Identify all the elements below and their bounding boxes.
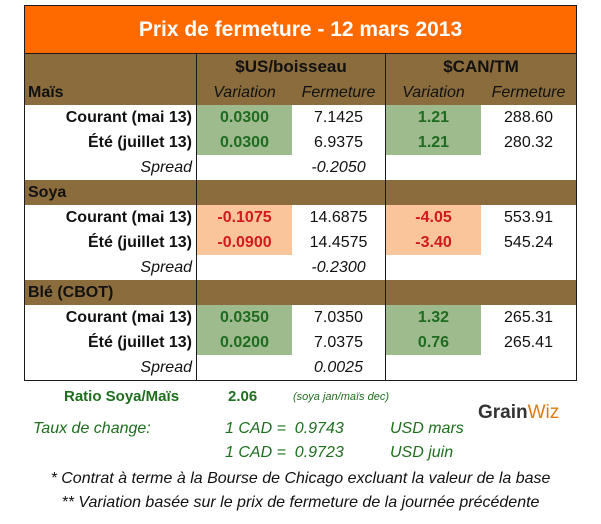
spread-row: Spread 0.0025 bbox=[25, 355, 576, 380]
us-close: 7.0375 bbox=[292, 330, 386, 355]
us-close: 7.0350 bbox=[292, 305, 386, 330]
can-variation: 1.32 bbox=[386, 305, 481, 330]
spread-value: -0.2300 bbox=[292, 255, 386, 280]
empty-cell bbox=[481, 255, 576, 280]
can-close: 288.60 bbox=[504, 108, 553, 126]
spread-label: Spread bbox=[25, 255, 197, 280]
row-label: Courant (mai 13) bbox=[25, 305, 197, 330]
header-can-variation: Variation bbox=[402, 83, 465, 101]
ratio-note: (soya jan/maïs dec) bbox=[293, 391, 389, 403]
table-row: Courant (mai 13) 0.0350 7.0350 1.32 265.… bbox=[25, 305, 576, 330]
can-close: 280.32 bbox=[504, 133, 553, 151]
footnote-2: ** Variation basée sur le prix de fermet… bbox=[61, 494, 540, 511]
empty-cell bbox=[197, 255, 292, 280]
us-variation: -0.0900 bbox=[197, 230, 292, 255]
grainwiz-logo: GrainWiz bbox=[478, 402, 559, 424]
can-close: 545.24 bbox=[504, 233, 553, 251]
section-title-soya: Soya bbox=[25, 180, 197, 205]
header-can-fermeture: Fermeture bbox=[491, 83, 566, 101]
empty-cell bbox=[481, 155, 576, 180]
spread-value: 0.0025 bbox=[292, 355, 386, 380]
section-band-soya: Soya bbox=[25, 180, 576, 205]
us-variation: -0.1075 bbox=[197, 205, 292, 230]
section-band-ble: Blé (CBOT) bbox=[25, 280, 576, 305]
empty-cell bbox=[197, 155, 292, 180]
table-row: Courant (mai 13) 0.0300 7.1425 1.21 288.… bbox=[25, 105, 576, 130]
us-variation: 0.0300 bbox=[197, 105, 292, 130]
band-cell bbox=[197, 280, 386, 305]
us-close: 7.1425 bbox=[292, 105, 386, 130]
band-cell bbox=[386, 280, 576, 305]
empty-cell bbox=[386, 255, 481, 280]
spread-row: Spread -0.2050 bbox=[25, 155, 576, 180]
row-label: Courant (mai 13) bbox=[25, 105, 197, 130]
empty-cell bbox=[481, 355, 576, 380]
can-variation: 1.21 bbox=[386, 130, 481, 155]
row-label: Été (juillet 13) bbox=[25, 130, 197, 155]
header-us-fermeture: Fermeture bbox=[292, 80, 386, 105]
us-close: 14.6875 bbox=[292, 205, 386, 230]
header-us-group: $US/boisseau bbox=[197, 54, 386, 80]
can-close: 265.41 bbox=[504, 333, 553, 351]
can-variation: -4.05 bbox=[386, 205, 481, 230]
exchange-rate-1: 1 CAD = 0.9743 bbox=[225, 420, 344, 437]
header-group-row: $US/boisseau $CAN/TM bbox=[25, 54, 576, 80]
ratio-value: 2.06 bbox=[228, 388, 258, 405]
price-table: Prix de fermeture - 12 mars 2013 $US/boi… bbox=[24, 5, 577, 381]
spread-label: Spread bbox=[25, 155, 197, 180]
band-cell bbox=[386, 180, 576, 205]
can-variation: 0.76 bbox=[386, 330, 481, 355]
band-cell bbox=[197, 180, 386, 205]
logo-text-wiz: Wiz bbox=[527, 402, 560, 423]
us-variation: 0.0300 bbox=[197, 130, 292, 155]
us-close: 14.4575 bbox=[292, 230, 386, 255]
row-label: Été (juillet 13) bbox=[25, 230, 197, 255]
row-label: Courant (mai 13) bbox=[25, 205, 197, 230]
exchange-unit-1: USD mars bbox=[390, 420, 464, 437]
can-variation: -3.40 bbox=[386, 230, 481, 255]
empty-cell bbox=[386, 355, 481, 380]
us-variation: 0.0350 bbox=[197, 305, 292, 330]
empty-cell bbox=[386, 155, 481, 180]
us-variation: 0.0200 bbox=[197, 330, 292, 355]
spread-label: Spread bbox=[25, 355, 197, 380]
can-variation: 1.21 bbox=[386, 105, 481, 130]
logo-text-grain: Grain bbox=[478, 402, 528, 423]
can-close: 553.91 bbox=[504, 208, 553, 226]
header-us-variation: Variation bbox=[213, 83, 276, 101]
can-close: 265.31 bbox=[504, 308, 553, 326]
empty-cell bbox=[197, 355, 292, 380]
table-title: Prix de fermeture - 12 mars 2013 bbox=[25, 6, 576, 54]
ratio-label: Ratio Soya/Maïs bbox=[64, 388, 180, 405]
table-row: Été (juillet 13) 0.0300 6.9375 1.21 280.… bbox=[25, 130, 576, 155]
table-row: Été (juillet 13) 0.0200 7.0375 0.76 265.… bbox=[25, 330, 576, 355]
footnote-1: * Contrat à terme à la Bourse de Chicago… bbox=[50, 470, 551, 487]
exchange-unit-2: USD juin bbox=[390, 444, 454, 461]
header-can-group: $CAN/TM bbox=[443, 57, 519, 76]
exchange-rate-2: 1 CAD = 0.9723 bbox=[225, 444, 344, 461]
spread-value: -0.2050 bbox=[292, 155, 386, 180]
spread-row: Spread -0.2300 bbox=[25, 255, 576, 280]
section-title-mais: Maïs bbox=[25, 80, 197, 105]
exchange-label: Taux de change: bbox=[33, 420, 151, 437]
table-row: Été (juillet 13) -0.0900 14.4575 -3.40 5… bbox=[25, 230, 576, 255]
section-title-ble: Blé (CBOT) bbox=[25, 280, 197, 305]
header-sub-row: Maïs Variation Fermeture Variation Ferme… bbox=[25, 80, 576, 105]
us-close: 6.9375 bbox=[292, 130, 386, 155]
table-row: Courant (mai 13) -0.1075 14.6875 -4.05 5… bbox=[25, 205, 576, 230]
row-label: Été (juillet 13) bbox=[25, 330, 197, 355]
header-empty bbox=[25, 54, 197, 80]
